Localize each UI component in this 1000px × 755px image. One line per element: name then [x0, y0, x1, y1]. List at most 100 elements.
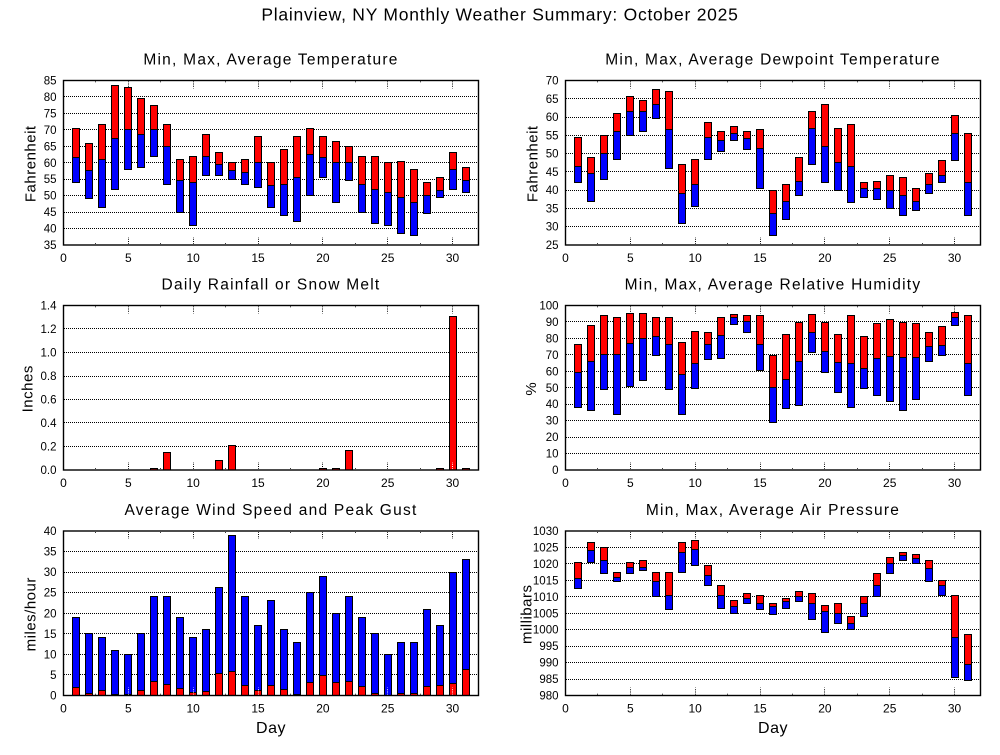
svg-text:1005: 1005 [533, 608, 559, 620]
svg-text:30: 30 [948, 251, 962, 265]
svg-text:10: 10 [689, 251, 703, 265]
svg-text:15: 15 [251, 476, 265, 490]
svg-text:%: % [523, 382, 540, 396]
svg-text:Fahrenheit: Fahrenheit [525, 125, 542, 202]
svg-text:0.0: 0.0 [41, 465, 57, 477]
svg-text:15: 15 [753, 702, 767, 716]
svg-text:50: 50 [44, 191, 57, 203]
svg-text:40: 40 [546, 185, 559, 197]
svg-text:65: 65 [44, 141, 57, 153]
svg-text:15: 15 [753, 251, 767, 265]
svg-text:10: 10 [689, 702, 703, 716]
svg-text:40: 40 [546, 399, 559, 411]
svg-text:60: 60 [44, 158, 57, 170]
svg-text:25: 25 [546, 240, 559, 252]
svg-text:1000: 1000 [533, 625, 559, 637]
svg-text:Min, Max, Average Dewpoint Tem: Min, Max, Average Dewpoint Temperature [605, 52, 941, 69]
svg-text:75: 75 [44, 108, 57, 120]
svg-text:70: 70 [546, 350, 559, 362]
svg-text:15: 15 [251, 702, 265, 716]
svg-text:25: 25 [381, 251, 395, 265]
svg-text:10: 10 [187, 476, 201, 490]
svg-text:20: 20 [546, 432, 559, 444]
svg-text:10: 10 [44, 649, 57, 661]
svg-text:40: 40 [44, 224, 57, 236]
svg-text:5: 5 [50, 670, 56, 682]
svg-text:25: 25 [381, 476, 395, 490]
svg-text:20: 20 [316, 702, 330, 716]
svg-text:85: 85 [44, 76, 57, 88]
svg-text:40: 40 [44, 526, 57, 538]
svg-text:35: 35 [546, 203, 559, 215]
svg-text:985: 985 [539, 674, 558, 686]
svg-text:30: 30 [446, 251, 460, 265]
svg-text:1025: 1025 [533, 542, 559, 554]
svg-text:miles/hour: miles/hour [23, 577, 40, 651]
svg-text:Average Wind Speed and Peak Gu: Average Wind Speed and Peak Gust [124, 502, 417, 519]
svg-text:35: 35 [44, 240, 57, 252]
svg-text:0.2: 0.2 [41, 442, 57, 454]
svg-text:55: 55 [44, 174, 57, 186]
svg-text:1.2: 1.2 [41, 324, 57, 336]
svg-text:995: 995 [539, 641, 558, 653]
svg-text:5: 5 [125, 476, 132, 490]
svg-text:0.6: 0.6 [41, 395, 57, 407]
svg-text:25: 25 [883, 476, 897, 490]
svg-text:70: 70 [44, 125, 57, 137]
svg-text:0: 0 [50, 691, 56, 703]
svg-text:25: 25 [381, 702, 395, 716]
svg-text:5: 5 [627, 251, 634, 265]
svg-text:Inches: Inches [20, 365, 37, 412]
svg-text:20: 20 [818, 251, 832, 265]
svg-text:10: 10 [187, 251, 201, 265]
svg-text:0: 0 [562, 251, 569, 265]
svg-text:45: 45 [44, 207, 57, 219]
svg-text:55: 55 [546, 130, 559, 142]
svg-text:60: 60 [546, 366, 559, 378]
svg-text:5: 5 [125, 702, 132, 716]
svg-text:0: 0 [562, 476, 569, 490]
svg-text:60: 60 [546, 112, 559, 124]
svg-text:65: 65 [546, 94, 559, 106]
svg-text:990: 990 [539, 658, 558, 670]
svg-text:30: 30 [948, 476, 962, 490]
svg-text:90: 90 [546, 317, 559, 329]
svg-text:5: 5 [125, 251, 132, 265]
svg-text:80: 80 [546, 333, 559, 345]
svg-text:15: 15 [753, 476, 767, 490]
svg-text:30: 30 [44, 567, 57, 579]
svg-text:20: 20 [316, 251, 330, 265]
svg-text:millibars: millibars [519, 584, 536, 644]
svg-text:35: 35 [44, 547, 57, 559]
svg-text:Min, Max, Average Relative Hum: Min, Max, Average Relative Humidity [625, 277, 922, 294]
svg-text:Min, Max, Average Air Pressure: Min, Max, Average Air Pressure [646, 502, 900, 519]
svg-text:5: 5 [627, 702, 634, 716]
svg-text:1020: 1020 [533, 559, 559, 571]
svg-text:1015: 1015 [533, 575, 559, 587]
svg-text:10: 10 [546, 449, 559, 461]
svg-text:Daily Rainfall or Snow Melt: Daily Rainfall or Snow Melt [162, 277, 381, 294]
svg-text:70: 70 [546, 76, 559, 88]
svg-text:1010: 1010 [533, 592, 559, 604]
svg-text:0: 0 [60, 476, 67, 490]
svg-text:Plainview, NY Monthly Weather: Plainview, NY Monthly Weather Summary: O… [261, 5, 738, 25]
svg-text:0: 0 [562, 702, 569, 716]
svg-text:100: 100 [539, 301, 558, 313]
svg-text:980: 980 [539, 691, 558, 703]
svg-text:30: 30 [446, 702, 460, 716]
svg-text:20: 20 [818, 476, 832, 490]
svg-text:50: 50 [546, 149, 559, 161]
svg-text:Day: Day [758, 720, 788, 737]
svg-text:20: 20 [316, 476, 330, 490]
svg-text:30: 30 [546, 416, 559, 428]
svg-text:1030: 1030 [533, 526, 559, 538]
svg-text:Day: Day [256, 720, 286, 737]
svg-text:30: 30 [446, 476, 460, 490]
svg-text:15: 15 [251, 251, 265, 265]
svg-text:25: 25 [883, 251, 897, 265]
svg-text:45: 45 [546, 167, 559, 179]
svg-text:0: 0 [552, 465, 558, 477]
svg-text:0: 0 [60, 251, 67, 265]
svg-text:1.4: 1.4 [41, 301, 58, 313]
svg-text:30: 30 [948, 702, 962, 716]
